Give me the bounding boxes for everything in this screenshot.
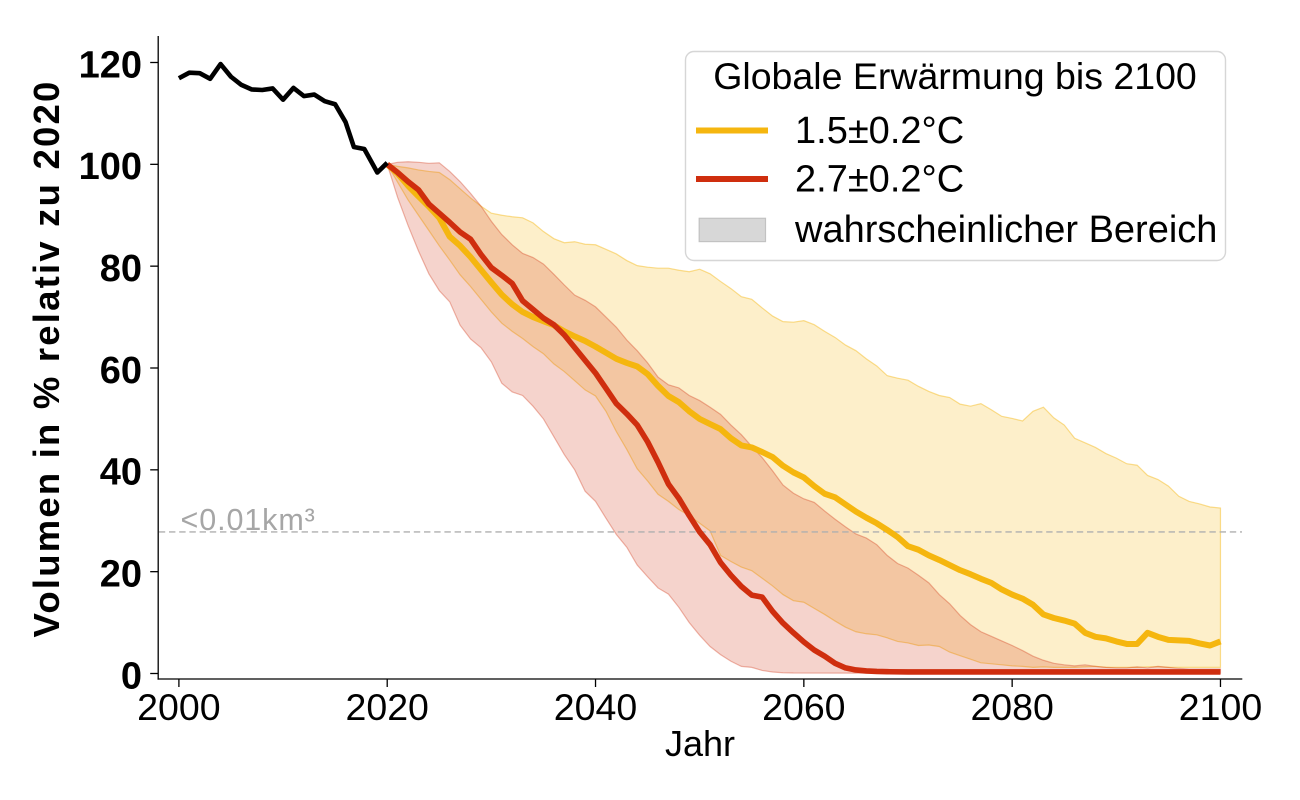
svg-text:<0.01km³: <0.01km³ bbox=[181, 503, 316, 537]
svg-text:120: 120 bbox=[79, 44, 142, 86]
svg-text:Jahr: Jahr bbox=[665, 723, 735, 764]
svg-text:20: 20 bbox=[100, 553, 142, 595]
svg-text:2080: 2080 bbox=[970, 686, 1053, 728]
svg-text:80: 80 bbox=[100, 248, 142, 290]
svg-text:Volumen in % relativ zu 2020: Volumen in % relativ zu 2020 bbox=[26, 80, 67, 638]
svg-text:0: 0 bbox=[121, 655, 142, 697]
svg-text:60: 60 bbox=[100, 350, 142, 392]
svg-text:2020: 2020 bbox=[345, 686, 428, 728]
svg-text:2100: 2100 bbox=[1179, 686, 1262, 728]
svg-text:Globale Erwärmung bis 2100: Globale Erwärmung bis 2100 bbox=[713, 55, 1197, 97]
svg-text:2000: 2000 bbox=[137, 686, 220, 728]
svg-text:wahrscheinlicher Bereich: wahrscheinlicher Bereich bbox=[794, 209, 1217, 251]
svg-text:2.7±0.2°C: 2.7±0.2°C bbox=[795, 159, 964, 201]
svg-text:40: 40 bbox=[100, 452, 142, 494]
svg-text:1.5±0.2°C: 1.5±0.2°C bbox=[795, 110, 964, 152]
svg-text:2060: 2060 bbox=[762, 686, 845, 728]
svg-text:100: 100 bbox=[79, 146, 142, 188]
svg-text:2040: 2040 bbox=[554, 686, 637, 728]
